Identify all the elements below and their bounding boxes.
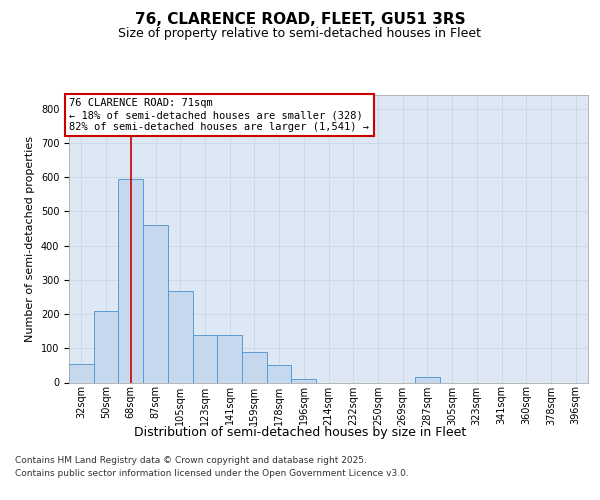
Bar (217, 334, 242, 382)
Bar (118, 179, 143, 382)
Bar (168, 291, 193, 382)
Y-axis label: Number of semi-detached properties: Number of semi-detached properties (25, 136, 35, 342)
Bar (193, 334, 217, 382)
Bar (69, 364, 94, 382)
Bar (94, 310, 118, 382)
Text: Distribution of semi-detached houses by size in Fleet: Distribution of semi-detached houses by … (134, 426, 466, 439)
Bar (267, 366, 292, 382)
Bar (242, 352, 267, 382)
Text: Contains HM Land Registry data © Crown copyright and database right 2025.: Contains HM Land Registry data © Crown c… (15, 456, 367, 465)
Bar (143, 225, 168, 382)
Bar (415, 378, 440, 382)
Text: Size of property relative to semi-detached houses in Fleet: Size of property relative to semi-detach… (119, 28, 482, 40)
Bar (292, 379, 316, 382)
Text: Contains public sector information licensed under the Open Government Licence v3: Contains public sector information licen… (15, 468, 409, 477)
Text: 76, CLARENCE ROAD, FLEET, GU51 3RS: 76, CLARENCE ROAD, FLEET, GU51 3RS (134, 12, 466, 28)
Text: 76 CLARENCE ROAD: 71sqm
← 18% of semi-detached houses are smaller (328)
82% of s: 76 CLARENCE ROAD: 71sqm ← 18% of semi-de… (70, 98, 370, 132)
